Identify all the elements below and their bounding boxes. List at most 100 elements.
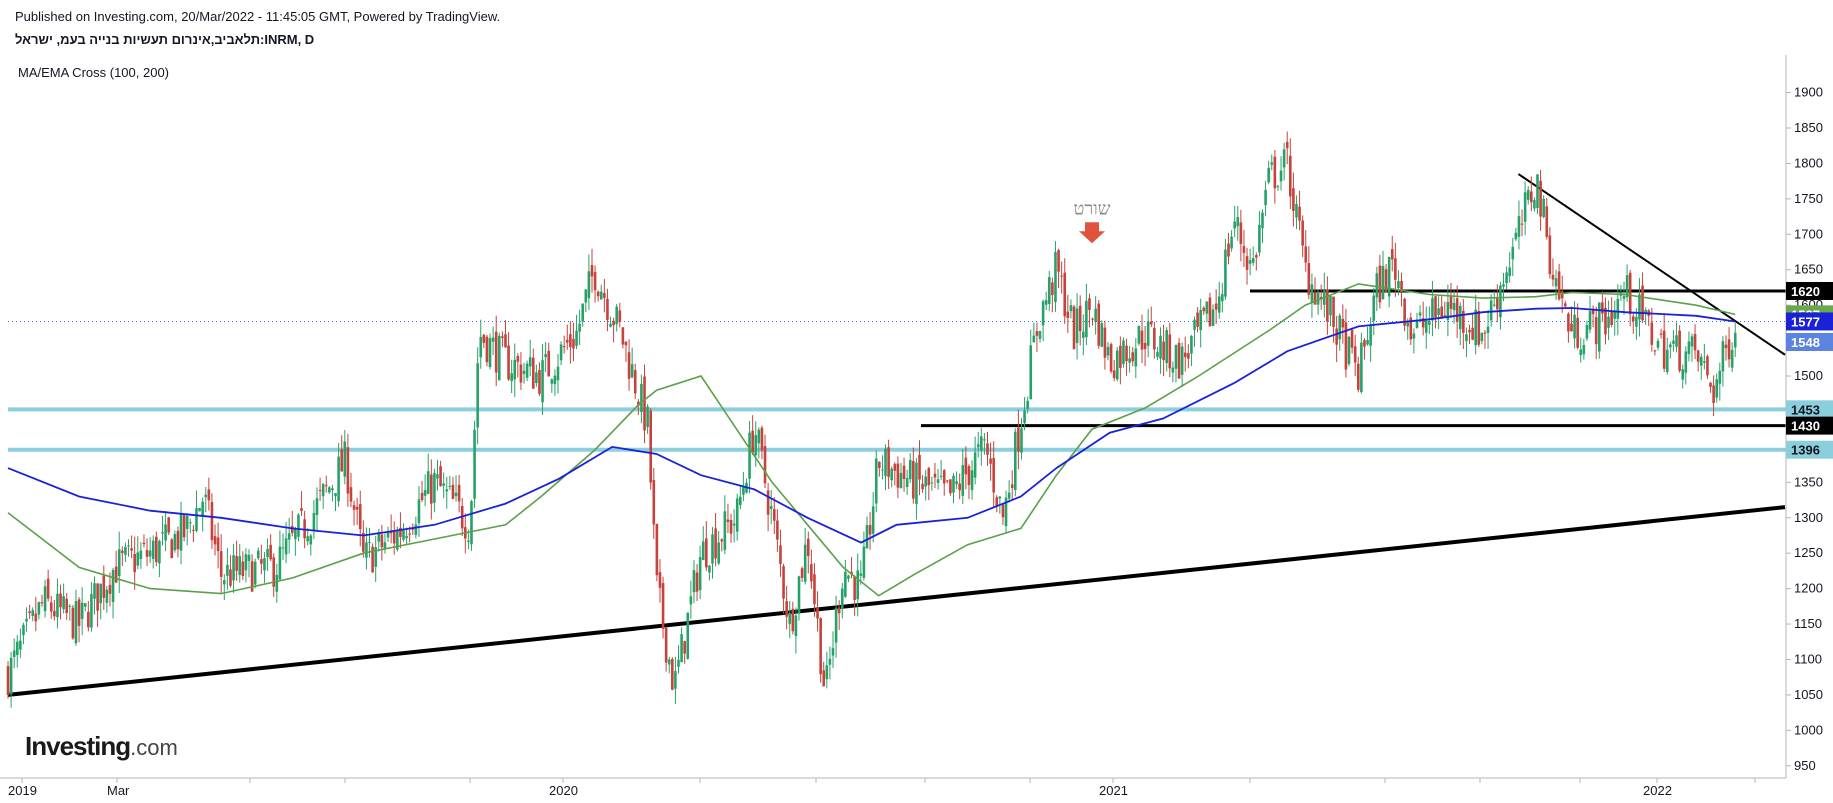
- candle-up: [315, 498, 319, 516]
- y-tick-label: 1900: [1794, 85, 1823, 100]
- candle-down: [547, 350, 551, 377]
- trendline-rising-support[interactable]: [7, 505, 1786, 697]
- candle-down: [1631, 316, 1635, 321]
- candle-up: [1387, 256, 1391, 297]
- ema-200-line[interactable]: [7, 307, 1736, 544]
- candle-up: [467, 540, 470, 542]
- candle-up: [739, 496, 742, 506]
- candle-up: [1502, 284, 1505, 287]
- candle-up: [952, 475, 955, 493]
- candle-down: [618, 310, 622, 322]
- candle-up: [686, 612, 690, 659]
- candle-up: [1329, 295, 1332, 316]
- candle-down: [1227, 243, 1230, 257]
- candle-down: [596, 291, 600, 297]
- candle-down: [1483, 332, 1487, 334]
- candle-down: [1177, 342, 1181, 379]
- candle-down: [210, 502, 214, 541]
- candle-up: [1418, 312, 1422, 316]
- candle-down: [1091, 318, 1094, 320]
- candle-up: [22, 624, 25, 636]
- candle-down: [837, 607, 841, 614]
- candle-down: [1400, 280, 1403, 293]
- candle-up: [1282, 149, 1286, 168]
- candle-up: [1372, 295, 1376, 321]
- candle-down: [290, 525, 294, 533]
- candle-up: [238, 556, 242, 575]
- candle-up: [374, 547, 377, 567]
- candle-down: [918, 455, 921, 480]
- candle-up: [1690, 336, 1694, 347]
- candle-up: [584, 289, 588, 303]
- candle-up: [105, 589, 109, 603]
- candle-down: [430, 474, 433, 504]
- candle-down: [1650, 322, 1654, 345]
- candle-up: [831, 648, 835, 656]
- candle-up: [834, 608, 838, 643]
- candle-up: [1665, 349, 1669, 373]
- candle-up: [90, 594, 93, 628]
- candle-down: [603, 293, 606, 298]
- candle-up: [1038, 331, 1042, 339]
- price-label-text: 1620: [1791, 284, 1820, 299]
- candle-up: [1508, 267, 1511, 277]
- candle-down: [1109, 344, 1113, 372]
- candle-up: [189, 522, 192, 524]
- price-label-tag: [1786, 281, 1833, 300]
- candle-up: [111, 569, 115, 603]
- candle-up: [1347, 336, 1351, 364]
- candle-down: [1153, 328, 1156, 350]
- ma-100-line[interactable]: [7, 283, 1736, 597]
- candle-up: [1730, 349, 1734, 368]
- candle-up: [1687, 341, 1691, 355]
- trendline-falling-resistance[interactable]: [1517, 173, 1786, 356]
- candle-up: [423, 490, 427, 496]
- candle-down: [695, 572, 699, 592]
- candle-down: [1289, 155, 1292, 197]
- candle-down: [806, 538, 810, 556]
- candle-down: [362, 532, 365, 552]
- arrow-down-icon: [1079, 222, 1105, 244]
- candle-down: [114, 566, 118, 583]
- candle-down: [53, 610, 56, 617]
- candle-down: [49, 602, 53, 612]
- candle-down: [1641, 285, 1644, 321]
- candle-down: [1390, 249, 1394, 260]
- candle-down: [813, 574, 816, 605]
- candle-up: [497, 335, 501, 381]
- candle-up: [961, 465, 965, 496]
- candle-up: [222, 580, 226, 585]
- candle-up: [1437, 308, 1440, 315]
- candle-up: [1554, 278, 1558, 287]
- candle-up: [1174, 344, 1178, 369]
- candle-down: [371, 546, 374, 573]
- candle-down: [902, 465, 906, 479]
- candle-up: [297, 514, 300, 537]
- indicator-legend[interactable]: MA/EMA Cross (100, 200): [18, 65, 169, 80]
- candle-up: [899, 472, 903, 489]
- candle-up: [692, 570, 696, 593]
- candle-up: [1431, 298, 1434, 321]
- candle-down: [507, 345, 510, 380]
- candle-down: [516, 355, 520, 362]
- candle-up: [1128, 358, 1131, 363]
- candle-up: [1597, 302, 1601, 352]
- candle-down: [167, 517, 170, 533]
- candle-down: [1273, 156, 1277, 189]
- price-label-text: 1396: [1791, 443, 1820, 458]
- candle-up: [31, 610, 35, 616]
- candle-up: [1486, 326, 1490, 333]
- candle-down: [1551, 274, 1555, 280]
- candle-up: [68, 605, 72, 607]
- candle-down: [340, 449, 344, 472]
- candle-up: [1397, 281, 1400, 289]
- candle-up: [275, 574, 279, 592]
- candle-up: [1681, 369, 1685, 380]
- candle-up: [640, 383, 643, 413]
- candle-down: [569, 334, 572, 348]
- candle-down: [1017, 427, 1020, 452]
- candle-up: [414, 524, 418, 535]
- candle-down: [300, 508, 303, 511]
- x-tick-label: 2019: [8, 783, 37, 798]
